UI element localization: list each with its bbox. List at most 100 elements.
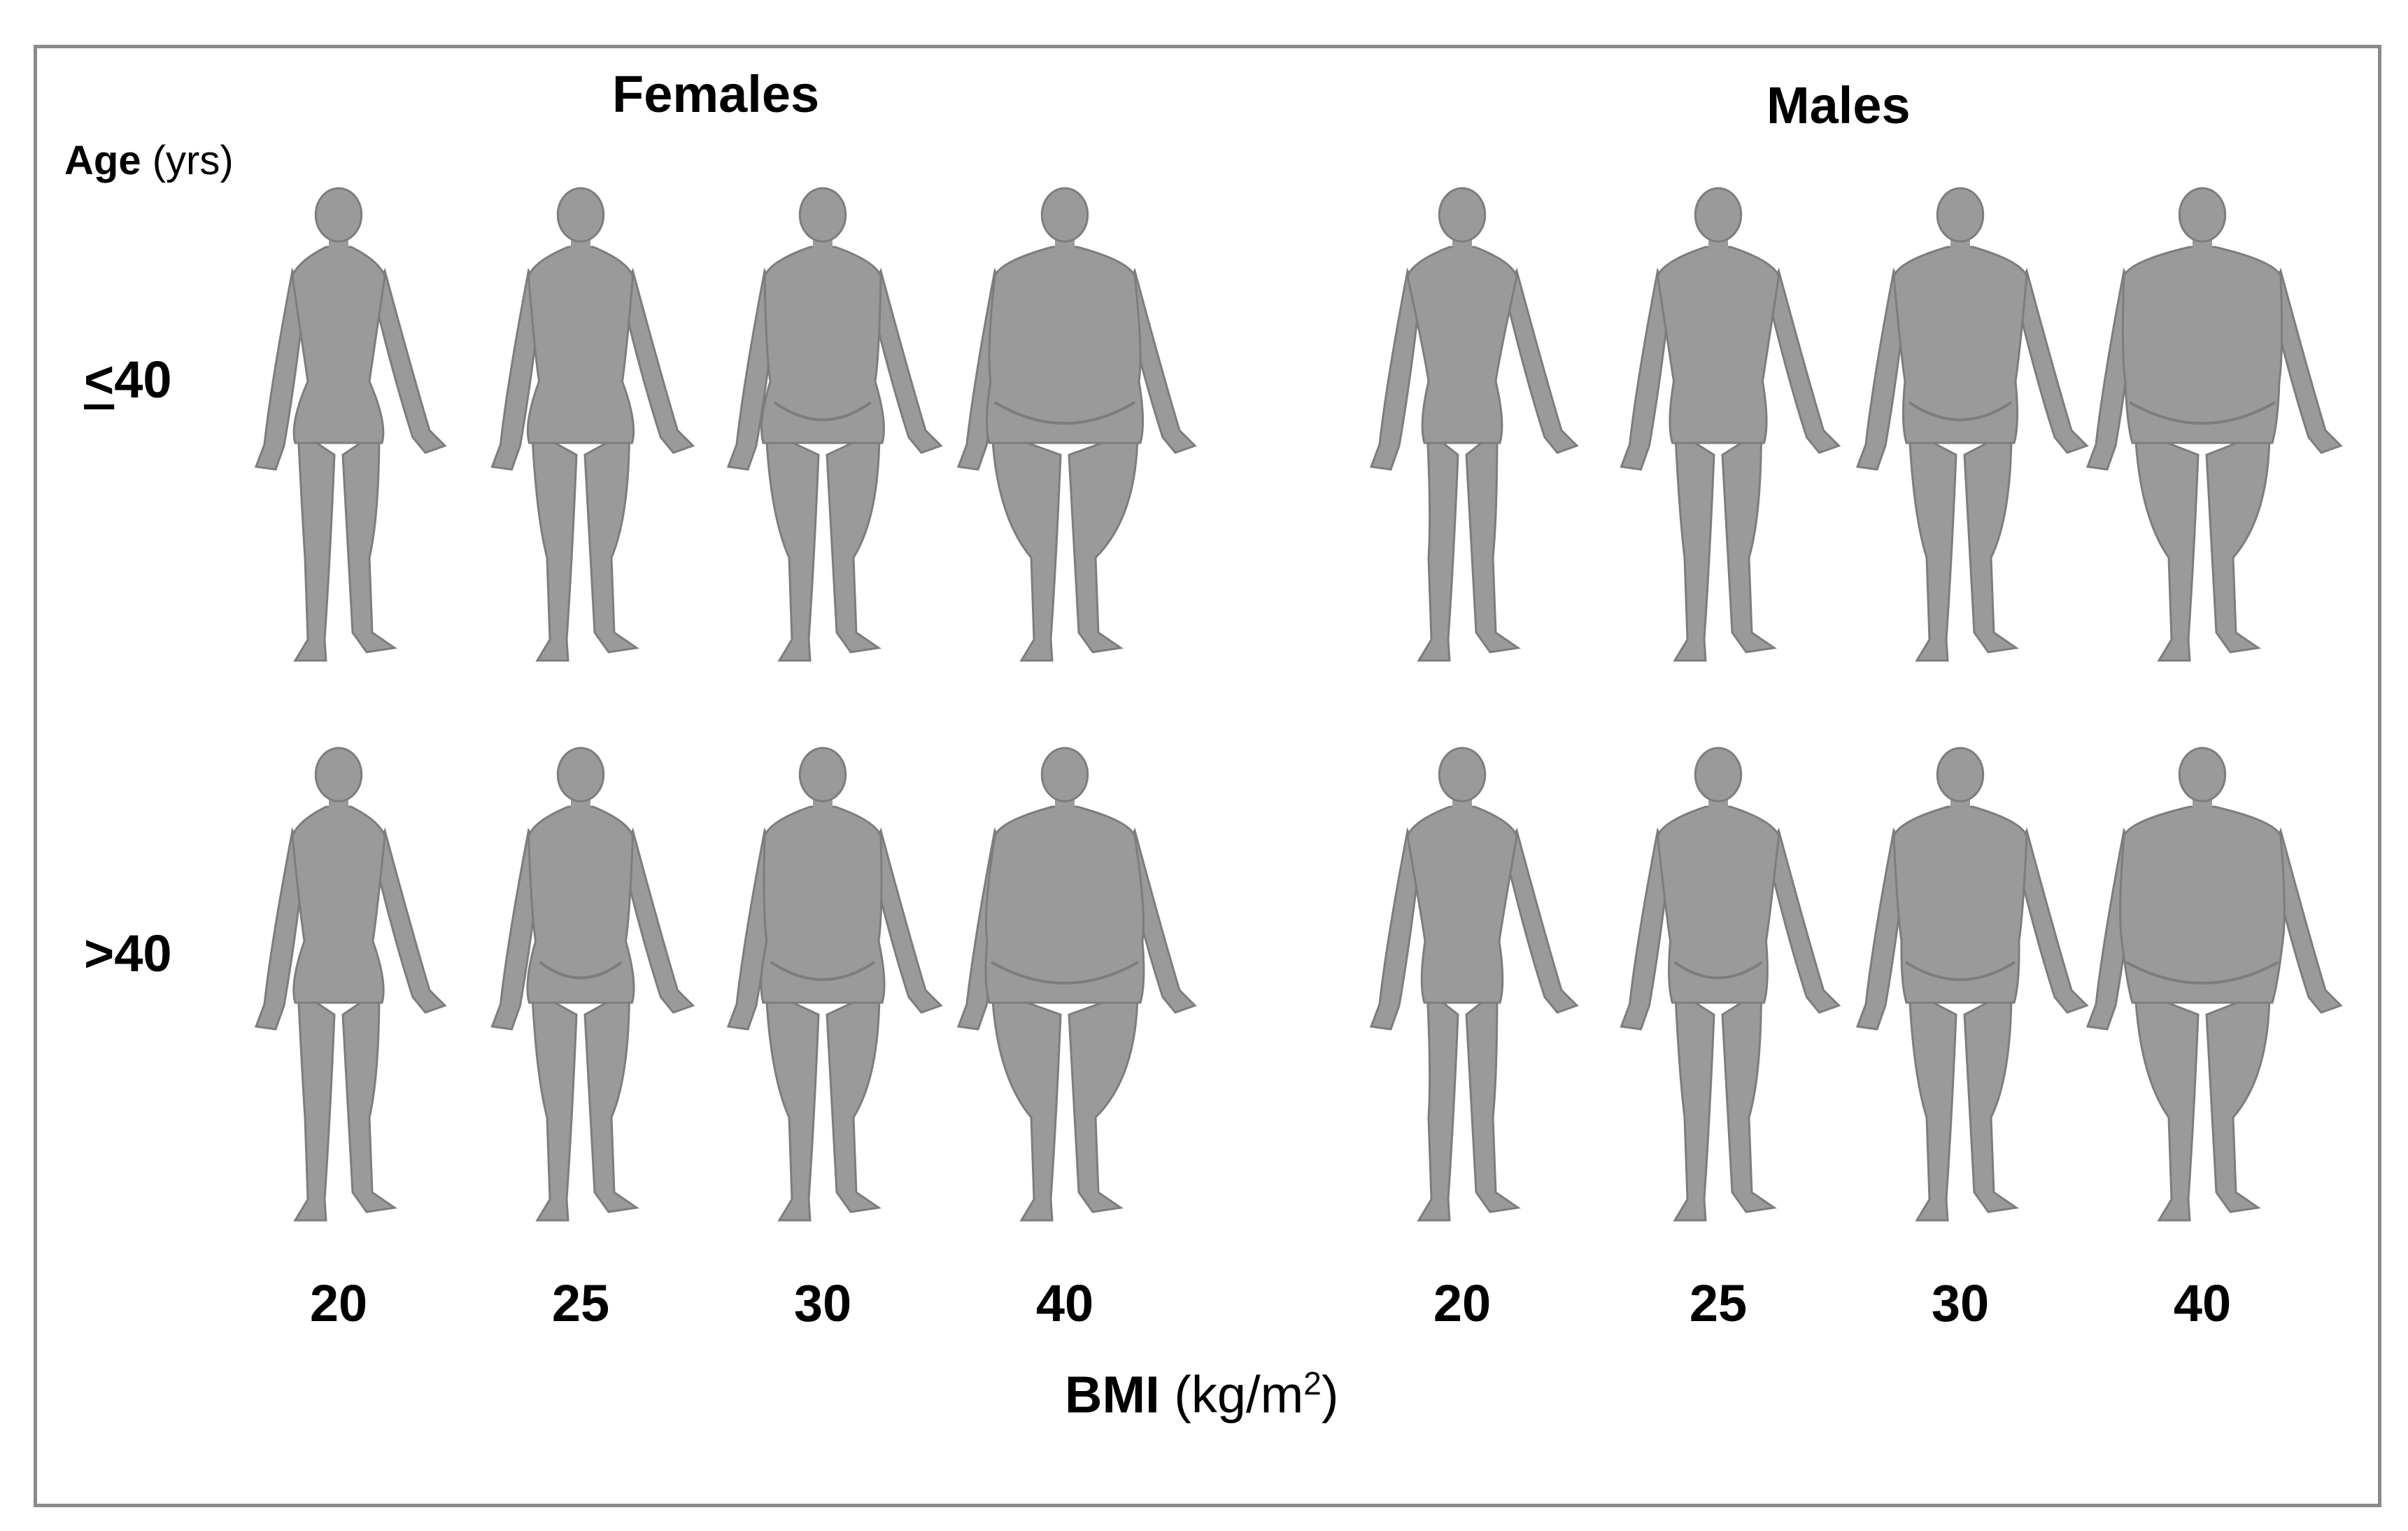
male-body-figure-bmi-30-row-1 <box>1855 187 2089 662</box>
left-arm-shape <box>254 267 306 471</box>
right-leg-shape <box>1068 988 1139 1213</box>
right-arm-shape <box>2014 827 2089 1014</box>
left-arm-shape <box>1369 267 1422 471</box>
female-body-figure-bmi-40-row-1 <box>956 187 1197 662</box>
right-arm-shape <box>1504 267 1579 454</box>
head-shape <box>1694 747 1743 803</box>
males-title: Males <box>1766 76 1911 134</box>
right-arm-shape <box>372 267 447 454</box>
head-shape <box>2178 187 2227 243</box>
torso-shape <box>2119 805 2286 1004</box>
left-arm-shape <box>1620 267 1672 471</box>
right-arm-shape <box>372 827 447 1014</box>
male-body-figure-bmi-30-row-2 <box>1855 747 2089 1222</box>
right-leg-shape <box>2205 988 2271 1213</box>
female-body-figure-bmi-25-row-2 <box>490 747 695 1222</box>
torso-shape <box>291 805 386 1004</box>
torso-shape <box>985 246 1145 444</box>
belly-fold-line <box>773 401 872 421</box>
belly-fold-line <box>539 961 623 980</box>
right-arm-shape <box>620 267 695 454</box>
row-label-gt-value: 40 <box>114 924 172 982</box>
left-arm-shape <box>1369 827 1422 1031</box>
figure-frame <box>34 45 2381 1507</box>
right-leg-shape <box>341 988 397 1213</box>
male-bmi-tick-30: 30 <box>1931 1274 1990 1332</box>
torso-shape <box>1892 246 2028 444</box>
right-leg-shape <box>826 988 881 1213</box>
left-leg-shape <box>293 988 336 1222</box>
age-axis-label: Age (yrs) <box>64 137 234 184</box>
row-label-le-symbol: < <box>84 351 115 409</box>
female-bmi-tick-20: 20 <box>309 1274 368 1332</box>
torso-shape <box>1656 246 1780 444</box>
left-leg-shape <box>991 988 1062 1222</box>
belly-fold-line <box>2129 401 2276 425</box>
right-leg-shape <box>1721 428 1777 654</box>
female-bmi-tick-40: 40 <box>1035 1274 1094 1332</box>
torso-shape <box>1892 805 2028 1004</box>
left-arm-shape <box>1620 827 1672 1031</box>
head-shape <box>314 747 363 803</box>
torso-shape <box>760 805 886 1004</box>
male-body-figure-bmi-40-row-2 <box>2085 747 2343 1222</box>
left-leg-shape <box>293 428 336 662</box>
belly-fold-line <box>770 961 876 981</box>
male-bmi-tick-20: 20 <box>1433 1274 1492 1332</box>
female-body-figure-bmi-30-row-1 <box>726 187 943 662</box>
torso-shape <box>291 246 386 444</box>
left-leg-shape <box>530 988 578 1222</box>
male-body-figure-bmi-25-row-1 <box>1620 187 1841 662</box>
row-label-age-le-40: <40 <box>84 350 172 409</box>
right-leg-shape <box>583 988 639 1213</box>
female-body-figure-bmi-40-row-2 <box>956 747 1197 1222</box>
right-leg-shape <box>826 428 881 654</box>
belly-fold-line <box>2125 961 2279 985</box>
right-arm-shape <box>868 267 943 454</box>
row-label-le-value: 40 <box>114 351 172 409</box>
female-body-figure-bmi-30-row-2 <box>726 747 943 1222</box>
right-arm-shape <box>1504 827 1579 1014</box>
head-shape <box>556 747 605 803</box>
right-arm-shape <box>2014 267 2089 454</box>
belly-fold-line <box>991 961 1139 985</box>
head-shape <box>1936 747 1985 803</box>
belly-fold-line <box>993 401 1136 425</box>
left-leg-shape <box>1417 987 1459 1222</box>
torso-shape <box>984 805 1145 1004</box>
left-leg-shape <box>1417 428 1459 662</box>
left-leg-shape <box>530 428 578 662</box>
female-bmi-tick-30: 30 <box>793 1274 852 1332</box>
torso-shape <box>1406 805 1518 1004</box>
right-arm-shape <box>1766 827 1841 1014</box>
right-leg-shape <box>1465 428 1521 654</box>
head-shape <box>798 187 847 243</box>
head-shape <box>1040 187 1089 243</box>
left-leg-shape <box>1908 988 1957 1222</box>
head-shape <box>1438 747 1487 803</box>
head-shape <box>1438 187 1487 243</box>
torso-shape <box>1406 246 1518 444</box>
age-axis-unit: (yrs) <box>152 138 234 183</box>
head-shape <box>556 187 605 243</box>
belly-fold-line <box>1904 961 2016 981</box>
bmi-axis-label: BMI (kg/m2) <box>1065 1364 1338 1425</box>
right-leg-shape <box>583 428 639 654</box>
torso-shape <box>526 246 635 444</box>
left-leg-shape <box>1673 428 1715 662</box>
male-body-figure-bmi-40-row-1 <box>2085 187 2343 662</box>
row-label-gt-symbol: > <box>84 924 115 982</box>
right-leg-shape <box>1721 988 1777 1213</box>
female-body-figure-bmi-25-row-1 <box>490 187 695 662</box>
bmi-axis-unit-sup: 2 <box>1303 1365 1322 1402</box>
right-leg-shape <box>1963 428 2019 654</box>
bmi-axis-unit-close: ) <box>1321 1365 1339 1424</box>
head-shape <box>798 747 847 803</box>
head-shape <box>2178 747 2227 803</box>
right-leg-shape <box>1465 987 1521 1213</box>
right-leg-shape <box>2205 428 2271 654</box>
male-body-figure-bmi-20-row-1 <box>1369 187 1579 662</box>
head-shape <box>314 187 363 243</box>
row-label-age-gt-40: >40 <box>84 924 172 983</box>
